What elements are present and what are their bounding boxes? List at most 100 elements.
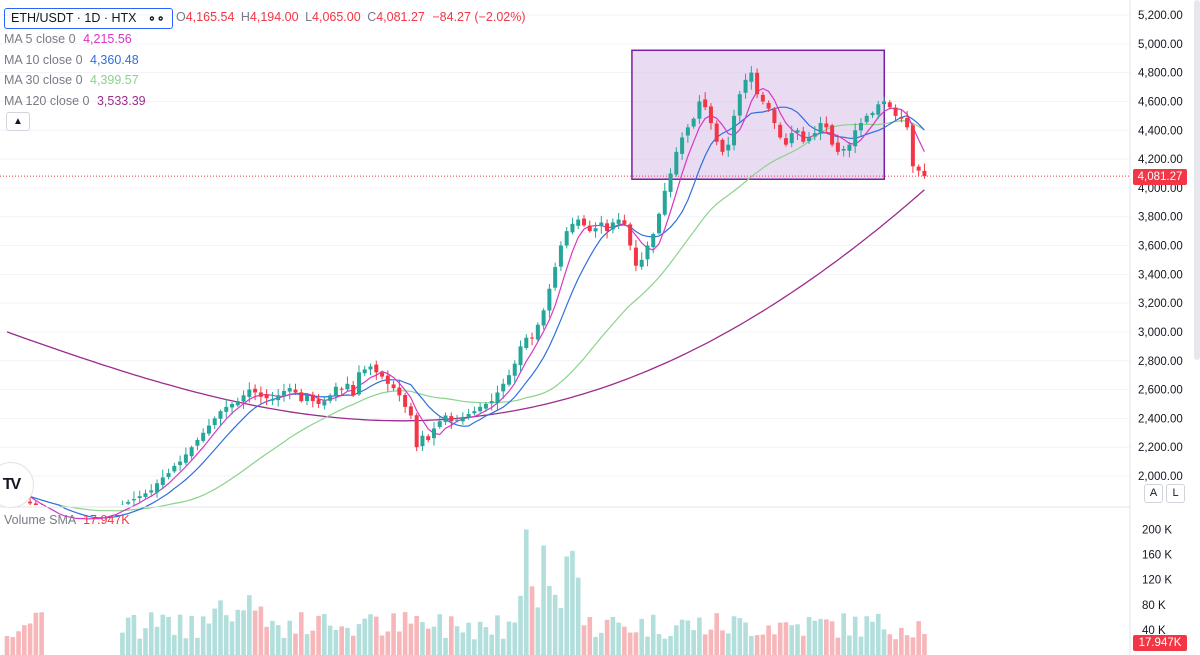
volume-bar bbox=[206, 623, 212, 655]
log-scale-button[interactable]: L bbox=[1166, 484, 1185, 503]
volume-bar bbox=[477, 621, 483, 655]
volume-bar bbox=[218, 600, 223, 655]
chart-legend: ETH/USDT · 1D · HTX ∘∘ MA 5 close 0 4,21… bbox=[4, 8, 173, 111]
price-tick-label: 2,000.00 bbox=[1138, 471, 1183, 483]
candle-body bbox=[495, 392, 500, 404]
volume-bar bbox=[298, 612, 304, 655]
volume-bar bbox=[223, 615, 229, 655]
volume-bar bbox=[154, 626, 160, 655]
volume-bar bbox=[697, 617, 702, 655]
close-label: C bbox=[367, 10, 377, 24]
volume-value: 17.947K bbox=[83, 513, 130, 527]
scrollbar[interactable] bbox=[1194, 0, 1200, 360]
volume-bar bbox=[397, 631, 402, 655]
ma5-row[interactable]: MA 5 close 0 4,215.56 bbox=[4, 29, 173, 50]
auto-scale-button[interactable]: A bbox=[1144, 484, 1163, 503]
volume-bar bbox=[841, 613, 846, 655]
candle-body bbox=[316, 399, 321, 404]
candle-body bbox=[235, 401, 240, 406]
volume-legend[interactable]: Volume SMA 17.947K bbox=[4, 513, 130, 527]
candle-body bbox=[783, 138, 788, 145]
volume-bar bbox=[633, 632, 639, 655]
volume-bar bbox=[183, 638, 189, 655]
candle-body bbox=[437, 421, 442, 427]
grid bbox=[0, 14, 1130, 477]
price-tick-label: 2,400.00 bbox=[1138, 413, 1183, 425]
price-axis: 5,200.00 5,000.00 4,800.00 4,600.00 4,400.00… bbox=[1138, 10, 1183, 483]
price-tick-label: 4,000.00 bbox=[1138, 183, 1183, 195]
candle-body bbox=[835, 142, 840, 152]
candle-body bbox=[189, 447, 194, 457]
candle-body bbox=[478, 406, 483, 412]
candle-body bbox=[605, 223, 610, 232]
volume-bar bbox=[685, 620, 691, 655]
volume-bar bbox=[766, 625, 771, 655]
candle-body bbox=[882, 101, 887, 105]
volume-bar bbox=[743, 622, 748, 655]
volume-tick-label: 40 K bbox=[1142, 625, 1166, 637]
low-label: L bbox=[305, 10, 313, 24]
candle-body bbox=[760, 94, 765, 102]
volume-bar bbox=[702, 634, 708, 655]
candle-body bbox=[328, 395, 333, 401]
candle-body bbox=[905, 118, 910, 128]
candle-body bbox=[276, 395, 281, 401]
volume-bar bbox=[847, 635, 852, 655]
candle-body bbox=[281, 391, 286, 396]
symbol-selector[interactable]: ETH/USDT · 1D · HTX ∘∘ bbox=[4, 8, 173, 29]
candle-body bbox=[697, 101, 702, 119]
volume-bar bbox=[887, 634, 893, 655]
volume-bar bbox=[852, 616, 858, 655]
ma10-row[interactable]: MA 10 close 0 4,360.48 bbox=[4, 50, 173, 71]
candle-body bbox=[449, 416, 454, 422]
ma30-row[interactable]: MA 30 close 0 4,399.57 bbox=[4, 70, 173, 91]
candle-body bbox=[247, 389, 252, 397]
volume-bar bbox=[148, 612, 154, 655]
candle-body bbox=[599, 222, 604, 227]
candle-body bbox=[345, 383, 350, 390]
symbol-label: ETH/USDT · 1D · HTX bbox=[11, 11, 137, 25]
volume-bar bbox=[650, 614, 656, 655]
volume-bar bbox=[466, 622, 471, 655]
volume-bar bbox=[691, 630, 696, 655]
volume-bar bbox=[772, 634, 777, 655]
volume-bar bbox=[229, 621, 235, 655]
volume-bar bbox=[270, 620, 275, 655]
candle-body bbox=[397, 387, 402, 396]
candle-body bbox=[610, 222, 615, 230]
change-value: −84.27 (−2.02%) bbox=[432, 10, 526, 24]
ma5-line bbox=[6, 87, 925, 520]
volume-bar bbox=[910, 637, 916, 655]
volume-bar bbox=[247, 595, 252, 655]
candle-body bbox=[651, 233, 656, 248]
volume-bar bbox=[443, 637, 448, 655]
candle-body bbox=[645, 245, 650, 260]
volume-bar bbox=[293, 633, 298, 655]
candle-body bbox=[131, 499, 136, 501]
candle-body bbox=[466, 414, 471, 417]
ma120-row[interactable]: MA 120 close 0 3,533.39 bbox=[4, 91, 173, 112]
highlight-box[interactable] bbox=[631, 49, 886, 180]
volume-label: Volume SMA bbox=[4, 513, 76, 527]
candle-body bbox=[455, 419, 460, 421]
candle-body bbox=[732, 115, 737, 146]
volume-bar bbox=[177, 614, 183, 655]
volume-bar bbox=[350, 635, 356, 655]
candle-body bbox=[414, 415, 419, 448]
volume-bar bbox=[639, 618, 644, 655]
candle-body bbox=[535, 324, 540, 340]
volume-bar bbox=[212, 608, 218, 655]
candle-body bbox=[230, 403, 235, 408]
candle-body bbox=[149, 490, 154, 493]
volume-bar bbox=[610, 616, 616, 655]
candle-body bbox=[680, 137, 685, 154]
volume-bar bbox=[460, 632, 466, 655]
chevron-up-icon[interactable]: ▲ bbox=[6, 112, 30, 131]
volume-bar bbox=[512, 622, 518, 655]
candle-body bbox=[489, 401, 494, 404]
candle-body bbox=[172, 465, 177, 472]
more-dots-icon[interactable]: ∘∘ bbox=[147, 11, 166, 25]
ma30-line bbox=[6, 119, 925, 512]
volume-bar bbox=[812, 620, 818, 655]
